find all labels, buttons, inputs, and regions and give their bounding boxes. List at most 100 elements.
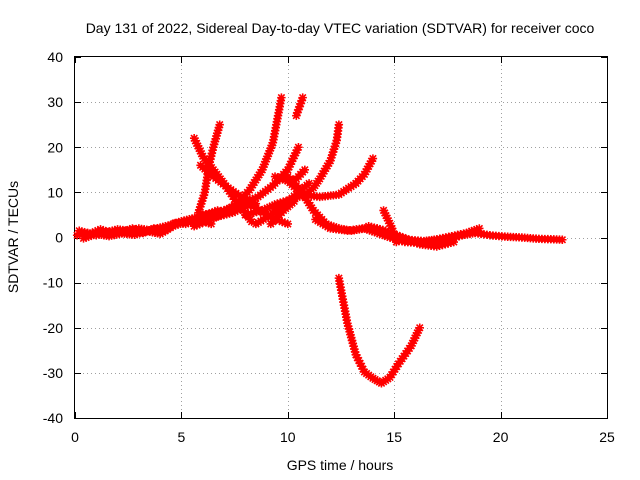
data-point bbox=[273, 173, 282, 182]
data-point bbox=[198, 193, 208, 203]
data-point bbox=[330, 142, 340, 151]
data-point bbox=[415, 323, 424, 332]
y-tick-label: 30 bbox=[47, 94, 63, 110]
data-point bbox=[235, 204, 245, 214]
data-point bbox=[380, 208, 389, 218]
data-point bbox=[296, 99, 305, 108]
data-point bbox=[196, 146, 205, 156]
data-point bbox=[363, 164, 372, 174]
y-tick-label: 20 bbox=[47, 139, 63, 155]
data-point bbox=[328, 147, 338, 157]
x-tick-label: 10 bbox=[280, 429, 296, 445]
data-point bbox=[409, 336, 418, 345]
data-point bbox=[361, 167, 371, 176]
data-point bbox=[201, 217, 210, 226]
data-point bbox=[261, 157, 270, 166]
data-point bbox=[298, 93, 307, 102]
data-point bbox=[384, 227, 393, 237]
data-point bbox=[462, 228, 471, 238]
data-point bbox=[381, 211, 391, 220]
data-point bbox=[381, 226, 390, 235]
data-point bbox=[384, 216, 393, 225]
data-point bbox=[334, 120, 344, 129]
y-tick-label: 10 bbox=[47, 184, 63, 200]
data-point bbox=[292, 111, 301, 120]
data-point bbox=[358, 364, 368, 374]
data-point bbox=[272, 199, 282, 208]
x-tick-label: 25 bbox=[599, 429, 615, 445]
y-axis-label: SDTVAR / TECUs bbox=[5, 181, 21, 293]
data-point bbox=[472, 225, 481, 234]
data-point bbox=[245, 196, 254, 205]
data-point bbox=[198, 218, 207, 228]
data-point bbox=[277, 93, 286, 102]
series-track-9 bbox=[211, 199, 261, 222]
data-point bbox=[388, 226, 398, 236]
data-point bbox=[233, 206, 242, 215]
data-point bbox=[265, 146, 274, 156]
data-point bbox=[283, 165, 292, 175]
data-point bbox=[558, 235, 567, 244]
series-track-13 bbox=[266, 197, 299, 229]
data-point bbox=[267, 141, 277, 150]
data-point bbox=[195, 205, 204, 214]
data-point bbox=[392, 237, 401, 247]
data-point bbox=[93, 226, 103, 235]
data-point bbox=[300, 165, 310, 175]
data-point bbox=[390, 232, 399, 241]
data-point bbox=[222, 205, 231, 214]
data-point bbox=[130, 225, 140, 234]
data-point bbox=[364, 162, 373, 171]
data-point bbox=[193, 141, 203, 151]
data-point bbox=[247, 217, 256, 226]
data-series bbox=[72, 93, 567, 388]
data-point bbox=[385, 233, 395, 242]
data-point bbox=[365, 159, 375, 168]
data-point bbox=[293, 108, 302, 117]
series-track-14 bbox=[292, 93, 307, 120]
data-point bbox=[263, 203, 272, 213]
data-point bbox=[327, 150, 337, 160]
data-point bbox=[409, 237, 419, 247]
data-point bbox=[259, 162, 268, 172]
data-point bbox=[248, 194, 257, 204]
data-point bbox=[385, 219, 394, 228]
data-point bbox=[283, 219, 292, 229]
data-point bbox=[84, 232, 93, 241]
data-point bbox=[189, 134, 199, 143]
data-point bbox=[228, 208, 237, 217]
data-point bbox=[351, 350, 361, 360]
data-point bbox=[284, 162, 294, 172]
data-point bbox=[263, 152, 272, 161]
data-point bbox=[204, 216, 213, 225]
data-point bbox=[176, 219, 185, 228]
data-point bbox=[96, 225, 105, 234]
data-point bbox=[194, 208, 203, 217]
data-point bbox=[410, 333, 420, 343]
data-point bbox=[294, 143, 303, 152]
data-point bbox=[79, 234, 88, 243]
data-point bbox=[262, 154, 271, 164]
data-point bbox=[407, 341, 416, 350]
data-point bbox=[228, 202, 237, 212]
series-track-8 bbox=[198, 143, 303, 220]
data-point bbox=[270, 172, 280, 181]
x-tick-label: 15 bbox=[386, 429, 402, 445]
data-point bbox=[265, 202, 274, 212]
data-point bbox=[171, 221, 180, 230]
data-point bbox=[357, 362, 366, 371]
data-point bbox=[219, 206, 229, 215]
data-point bbox=[178, 218, 188, 227]
y-tick-label: -10 bbox=[43, 275, 63, 291]
data-point bbox=[292, 145, 302, 155]
data-point bbox=[239, 198, 249, 207]
data-point bbox=[329, 144, 339, 154]
data-point bbox=[233, 200, 243, 209]
y-tick-label: -30 bbox=[43, 365, 63, 381]
data-point bbox=[404, 235, 413, 244]
data-point bbox=[295, 102, 304, 111]
data-point bbox=[260, 205, 269, 214]
data-point bbox=[270, 200, 279, 209]
data-point bbox=[251, 199, 261, 208]
